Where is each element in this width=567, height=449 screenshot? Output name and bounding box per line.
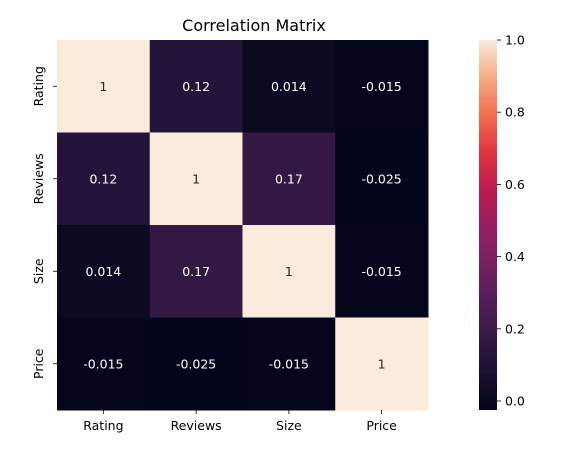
cell-label-1-0: 0.12 — [89, 171, 117, 186]
y-tick-label-3: Price — [31, 348, 46, 379]
x-tick-label-3: Price — [366, 418, 397, 433]
x-tick-label-0: Rating — [83, 418, 123, 433]
x-axis: Rating Reviews Size Price — [83, 410, 397, 433]
cell-label-0-3: -0.015 — [361, 79, 401, 94]
cell-label-3-0: -0.015 — [83, 356, 123, 371]
heatmap-cell-3-0 — [57, 317, 151, 411]
cell-label-2-0: 0.014 — [85, 264, 121, 279]
y-tick-label-2: Size — [31, 258, 46, 284]
cell-label-0-2: 0.014 — [271, 79, 307, 94]
heatmap-grid: 1 0.12 0.014 -0.015 0.12 1 0.17 -0.025 0.014 0.17… — [57, 40, 429, 411]
colorbar-tick-label-5: 1.0 — [505, 33, 525, 48]
chart-title: Correlation Matrix — [182, 16, 326, 35]
heatmap-cell-2-2 — [242, 225, 336, 318]
heatmap-cell-1-3 — [335, 132, 429, 226]
heatmap-cell-2-1 — [149, 225, 243, 318]
cell-label-0-1: 0.12 — [182, 79, 210, 94]
y-tick-label-0: Rating — [31, 66, 46, 106]
cell-label-2-1: 0.17 — [182, 264, 210, 279]
cell-label-1-1: 1 — [192, 171, 200, 186]
cell-label-3-1: -0.025 — [176, 356, 216, 371]
x-tick-label-2: Size — [276, 418, 302, 433]
heatmap-cell-1-0 — [57, 132, 151, 226]
cell-label-3-2: -0.015 — [269, 356, 309, 371]
heatmap-cell-3-1 — [149, 317, 243, 411]
colorbar-tick-label-3: 0.6 — [505, 177, 525, 192]
colorbar-tick-label-1: 0.2 — [505, 321, 525, 336]
cell-label-1-2: 0.17 — [275, 171, 303, 186]
cell-label-3-3: 1 — [378, 356, 386, 371]
heatmap-cell-2-3 — [335, 225, 429, 318]
heatmap-cell-2-0 — [57, 225, 151, 318]
x-tick-label-1: Reviews — [171, 418, 222, 433]
colorbar-tick-label-2: 0.4 — [505, 249, 525, 264]
colorbar-gradient — [479, 40, 497, 410]
heatmap-cell-1-1 — [149, 132, 243, 226]
heatmap-cell-0-3 — [335, 40, 429, 133]
cell-label-2-2: 1 — [285, 264, 293, 279]
colorbar: 0.0 0.2 0.4 0.6 0.8 1.0 — [479, 33, 525, 410]
heatmap-cell-0-2 — [242, 40, 336, 133]
cell-label-2-3: -0.015 — [361, 264, 401, 279]
heatmap-cell-0-1 — [149, 40, 243, 133]
heatmap-cell-3-3 — [335, 317, 429, 411]
cell-label-0-0: 1 — [99, 79, 107, 94]
y-axis: Rating Reviews Size Price — [31, 66, 57, 379]
colorbar-tick-label-0: 0.0 — [505, 393, 525, 408]
heatmap-cell-1-2 — [242, 132, 336, 226]
cell-label-1-3: -0.025 — [361, 171, 401, 186]
colorbar-tick-label-4: 0.8 — [505, 105, 525, 120]
y-tick-label-1: Reviews — [31, 153, 46, 204]
heatmap-cell-3-2 — [242, 317, 336, 411]
heatmap-cell-0-0 — [57, 40, 151, 133]
